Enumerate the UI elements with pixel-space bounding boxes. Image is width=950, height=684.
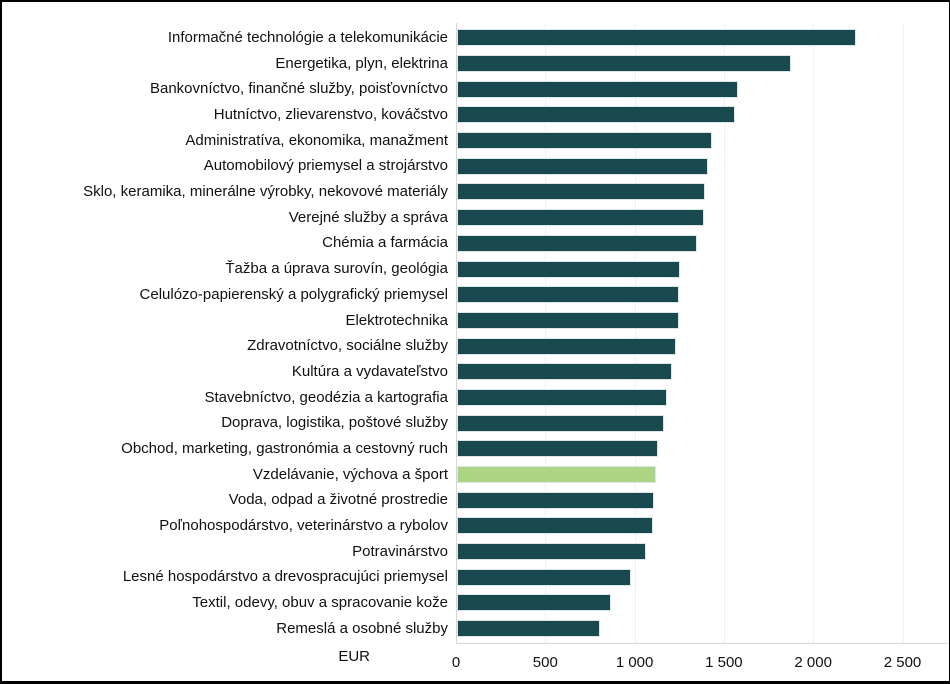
x-axis-line — [456, 643, 948, 644]
bar[interactable] — [457, 491, 654, 509]
category-label: Vzdelávanie, výchova a šport — [252, 465, 448, 483]
chart-row: Energetika, plyn, elektrina — [2, 51, 950, 77]
gridline-1500 — [723, 23, 725, 643]
category-label: Automobilový priemysel a strojárstvo — [203, 157, 448, 175]
x-tick-label: 2 500 — [883, 654, 922, 671]
category-label: Remeslá a osobné služby — [276, 619, 448, 637]
bar[interactable] — [457, 414, 665, 432]
chart-row: Sklo, keramika, minerálne výrobky, nekov… — [2, 179, 950, 205]
bar[interactable] — [457, 594, 611, 612]
bar[interactable] — [457, 543, 647, 561]
chart-row: Automobilový priemysel a strojárstvo — [2, 153, 950, 179]
bar[interactable] — [457, 620, 600, 638]
category-label: Voda, odpad a životné prostredie — [228, 491, 448, 509]
chart-row: Voda, odpad a životné prostredie — [2, 487, 950, 513]
bar[interactable] — [457, 132, 712, 150]
chart-row: Bankovníctvo, finančné služby, poisťovní… — [2, 76, 950, 102]
chart-row: Celulózo-papierenský a polygrafický prie… — [2, 282, 950, 308]
bar[interactable] — [457, 80, 739, 98]
chart-row: Informačné technológie a telekomunikácie — [2, 25, 950, 51]
chart-row: Hutníctvo, zlievarenstvo, kováčstvo — [2, 102, 950, 128]
chart-row: Potravinárstvo — [2, 539, 950, 565]
gridline-500 — [545, 23, 547, 643]
x-tick-label: 1 000 — [615, 654, 654, 671]
y-axis-line — [456, 23, 457, 643]
chart-row: Vzdelávanie, výchova a šport — [2, 462, 950, 488]
x-tick-label: 500 — [532, 654, 558, 671]
category-label: Zdravotníctvo, sociálne služby — [247, 337, 448, 355]
bar[interactable] — [457, 363, 673, 381]
bar[interactable] — [457, 517, 653, 535]
category-label: Ťažba a úprava surovín, geológia — [225, 260, 448, 278]
category-label: Stavebníctvo, geodézia a kartografia — [204, 388, 449, 406]
bar[interactable] — [457, 440, 658, 458]
bar-highlighted[interactable] — [457, 466, 657, 484]
category-label: Elektrotechnika — [345, 311, 448, 329]
category-label: Celulózo-papierenský a polygrafický prie… — [139, 285, 448, 303]
chart-row: Lesné hospodárstvo a drevospracujúci pri… — [2, 564, 950, 590]
category-label: Potravinárstvo — [352, 542, 448, 560]
bar[interactable] — [457, 388, 667, 406]
category-label: Informačné technológie a telekomunikácie — [167, 28, 448, 46]
x-tick-label: 0 — [451, 654, 461, 671]
bar[interactable] — [457, 183, 706, 201]
bar[interactable] — [457, 286, 680, 304]
x-tick-label: 1 500 — [705, 654, 743, 671]
chart-row: Administratíva, ekonomika, manažment — [2, 128, 950, 154]
category-label: Administratíva, ekonomika, manažment — [185, 131, 448, 149]
chart-row: Zdravotníctvo, sociálne služby — [2, 333, 950, 359]
gridline-2000 — [813, 23, 815, 643]
bar[interactable] — [457, 311, 679, 329]
bar[interactable] — [457, 234, 698, 252]
category-label: Lesné hospodárstvo a drevospracujúci pri… — [122, 568, 448, 586]
chart-row: Doprava, logistika, poštové služby — [2, 410, 950, 436]
chart-row: Kultúra a vydavateľstvo — [2, 359, 950, 385]
category-label: Verejné služby a správa — [288, 208, 448, 226]
chart-row: Chémia a farmácia — [2, 231, 950, 257]
category-label: Obchod, marketing, gastronómia a cestovn… — [121, 439, 448, 457]
category-label: Bankovníctvo, finančné služby, poisťovní… — [149, 80, 448, 98]
chart-row: Poľnohospodárstvo, veterinárstvo a rybol… — [2, 513, 950, 539]
bar[interactable] — [457, 568, 632, 586]
category-label: Energetika, plyn, elektrina — [275, 54, 448, 72]
x-tick-label: 2 000 — [794, 654, 832, 671]
category-label: Kultúra a vydavateľstvo — [291, 362, 448, 380]
chart-row: Verejné služby a správa — [2, 205, 950, 231]
category-label: Sklo, keramika, minerálne výrobky, nekov… — [83, 183, 448, 201]
gridline-2500 — [902, 23, 904, 643]
category-label: Doprava, logistika, poštové služby — [221, 414, 448, 432]
bar[interactable] — [457, 337, 676, 355]
chart-row: Remeslá a osobné služby — [2, 616, 950, 642]
chart-row: Ťažba a úprava surovín, geológia — [2, 256, 950, 282]
category-label: Poľnohospodárstvo, veterinárstvo a rybol… — [159, 517, 448, 535]
category-label: Chémia a farmácia — [322, 234, 448, 252]
chart-row: Elektrotechnika — [2, 308, 950, 334]
bar[interactable] — [457, 29, 857, 47]
category-label: Hutníctvo, zlievarenstvo, kováčstvo — [213, 106, 448, 124]
bar[interactable] — [457, 55, 791, 73]
bar[interactable] — [457, 157, 708, 175]
gridline-1000 — [634, 23, 636, 643]
x-axis-title: EUR — [338, 648, 370, 665]
plot-area — [456, 23, 904, 643]
bar[interactable] — [457, 260, 681, 278]
category-label: Textil, odevy, obuv a spracovanie kože — [192, 594, 448, 612]
chart-row: Obchod, marketing, gastronómia a cestovn… — [2, 436, 950, 462]
bar[interactable] — [457, 209, 705, 227]
bar[interactable] — [457, 106, 735, 124]
bar-rows: Informačné technológie a telekomunikácie… — [2, 25, 950, 642]
chart-row: Textil, odevy, obuv a spracovanie kože — [2, 590, 950, 616]
chart-row: Stavebníctvo, geodézia a kartografia — [2, 385, 950, 411]
